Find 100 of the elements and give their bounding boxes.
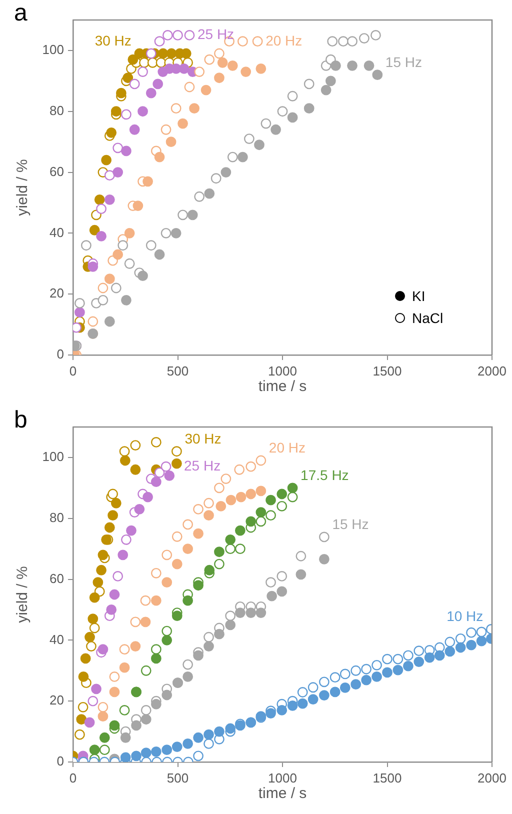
point <box>214 558 224 570</box>
point <box>318 676 330 688</box>
point <box>134 504 145 514</box>
y-tick-label: 0 <box>56 346 64 362</box>
point <box>146 240 156 251</box>
point <box>256 486 266 496</box>
point <box>204 510 214 521</box>
point <box>118 550 128 560</box>
point <box>112 167 124 178</box>
point <box>287 482 298 494</box>
point <box>101 154 112 166</box>
point <box>226 494 236 506</box>
point <box>287 700 298 711</box>
point <box>444 636 456 648</box>
x-tick-label: 2000 <box>478 363 506 378</box>
point <box>112 249 124 260</box>
point <box>74 307 85 318</box>
point <box>246 488 256 500</box>
point <box>110 106 122 117</box>
point <box>227 152 238 162</box>
point <box>178 118 188 129</box>
x-axis-title: time / s <box>258 378 307 396</box>
point <box>476 636 487 646</box>
point <box>189 103 200 114</box>
point <box>92 577 104 588</box>
point <box>237 36 248 47</box>
point <box>216 500 226 512</box>
x-tick-label: 1500 <box>372 770 402 786</box>
point <box>109 672 120 682</box>
point <box>361 674 372 686</box>
point <box>210 173 222 184</box>
point <box>234 525 246 536</box>
point <box>276 500 288 512</box>
point <box>140 665 152 676</box>
point <box>330 686 340 698</box>
x-tick-label: 2000 <box>478 770 506 786</box>
point <box>193 580 204 591</box>
point <box>252 36 263 47</box>
point <box>178 64 190 74</box>
point <box>120 732 131 743</box>
point <box>154 467 165 478</box>
point <box>372 70 383 80</box>
point <box>108 510 118 521</box>
point <box>138 270 148 282</box>
point <box>214 48 224 59</box>
point <box>88 316 98 327</box>
point <box>225 544 236 554</box>
point <box>154 249 165 260</box>
point <box>236 492 246 502</box>
point <box>392 654 404 664</box>
point <box>109 589 120 600</box>
point <box>193 504 204 514</box>
y-axis-title: yield / % <box>14 159 32 216</box>
point <box>119 662 130 673</box>
point <box>99 744 110 756</box>
point <box>120 752 131 762</box>
point <box>297 698 308 709</box>
point <box>270 124 281 135</box>
point <box>80 653 91 664</box>
point <box>108 488 118 500</box>
point <box>204 729 214 740</box>
point <box>204 641 214 652</box>
point <box>240 66 252 77</box>
point <box>276 488 288 500</box>
point <box>150 476 162 488</box>
point <box>146 48 156 59</box>
point <box>214 628 224 640</box>
point <box>158 48 168 59</box>
x-tick-label: 500 <box>166 363 189 378</box>
point <box>256 507 266 518</box>
point <box>246 608 256 618</box>
point <box>81 240 92 251</box>
point <box>194 191 205 202</box>
y-tick-label: 60 <box>50 164 64 179</box>
point <box>122 72 134 84</box>
series-label: 10 Hz <box>446 608 484 624</box>
y-tick-label: 20 <box>50 692 64 708</box>
point <box>131 750 142 762</box>
point <box>244 134 254 144</box>
point <box>225 610 236 622</box>
point <box>130 464 141 475</box>
point <box>98 702 108 712</box>
point <box>109 686 120 698</box>
point <box>96 564 106 576</box>
point <box>193 650 204 661</box>
point <box>308 694 318 704</box>
y-tick-label: 0 <box>56 754 64 769</box>
point <box>214 546 224 558</box>
point <box>266 494 276 506</box>
series-label: 20 Hz <box>268 440 306 456</box>
point <box>170 103 182 114</box>
point <box>372 672 382 682</box>
point <box>364 60 374 71</box>
point <box>86 641 96 652</box>
point <box>330 672 340 683</box>
x-axis-title: time / s <box>258 785 307 802</box>
point <box>94 194 105 205</box>
point <box>160 228 172 238</box>
point <box>182 672 194 682</box>
point <box>74 729 85 740</box>
